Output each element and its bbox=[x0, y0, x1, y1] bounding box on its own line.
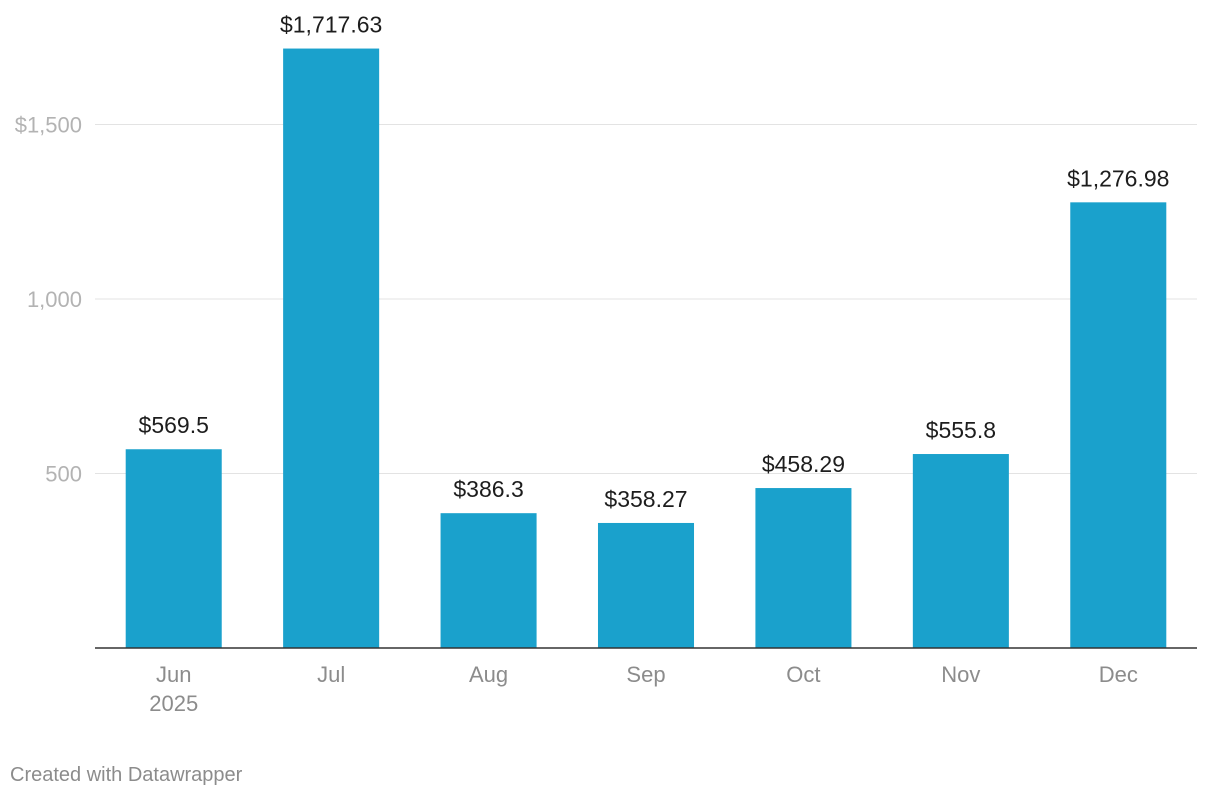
x-tick-label: Jul bbox=[317, 662, 345, 687]
x-tick-label: Dec bbox=[1099, 662, 1138, 687]
gridlines bbox=[95, 124, 1197, 474]
bar bbox=[440, 513, 537, 648]
value-labels: $569.5 $1,717.63 $386.3 $358.27 $458.29 $555.… bbox=[139, 12, 1170, 512]
y-tick-label: 500 bbox=[45, 462, 82, 487]
bar bbox=[1070, 202, 1167, 648]
bar-value-label: $458.29 bbox=[762, 451, 845, 477]
bar-value-label: $569.5 bbox=[139, 412, 209, 438]
y-tick-label: $1,500 bbox=[15, 113, 82, 138]
bars bbox=[125, 48, 1167, 649]
bar-value-label: $386.3 bbox=[453, 476, 523, 502]
bar-value-label: $358.27 bbox=[604, 486, 687, 512]
bar-value-label: $1,717.63 bbox=[280, 12, 382, 38]
bar bbox=[283, 48, 380, 649]
x-tick-label: Nov bbox=[941, 662, 980, 687]
x-tick-label: Aug bbox=[469, 662, 508, 687]
bar-value-label: $555.8 bbox=[926, 417, 996, 443]
bar bbox=[125, 449, 222, 648]
x-tick-label: Jun bbox=[156, 662, 191, 687]
bar bbox=[755, 488, 852, 648]
y-axis-ticks: 500 1,000 $1,500 bbox=[15, 113, 82, 487]
x-tick-label: Oct bbox=[786, 662, 820, 687]
bar bbox=[597, 522, 695, 648]
y-tick-label: 1,000 bbox=[27, 287, 82, 312]
footer-credit: Created with Datawrapper bbox=[10, 764, 243, 786]
bar-value-label: $1,276.98 bbox=[1067, 165, 1169, 191]
x-tick-sublabel: 2025 bbox=[149, 691, 198, 716]
x-axis-ticks: Jun 2025 Jul Aug Sep Oct Nov Dec bbox=[149, 662, 1138, 716]
x-tick-label: Sep bbox=[626, 662, 665, 687]
bar bbox=[912, 454, 1009, 648]
